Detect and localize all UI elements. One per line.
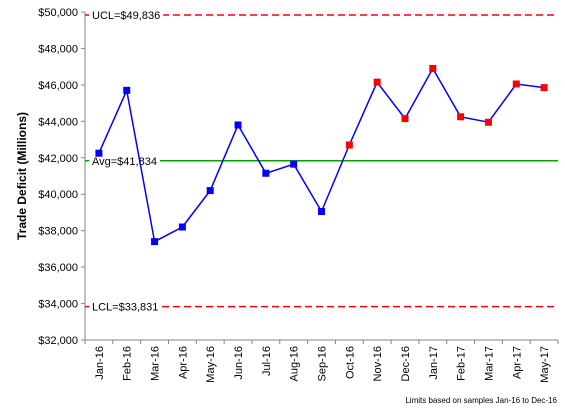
x-tick-label: Jul-16 bbox=[261, 346, 273, 376]
lcl-label-bg bbox=[89, 299, 162, 314]
y-axis-ticks: $32,000 $34,000 $36,000 $38,000 $40,000 $42,0… bbox=[38, 7, 85, 347]
x-tick-label: Mar-16 bbox=[150, 346, 162, 381]
data-point bbox=[484, 118, 492, 126]
y-tick-label: $34,000 bbox=[38, 299, 78, 311]
x-axis-ticks: Jan-16 Feb-16 Mar-16 Apr-16 May-16 Jun-16 Jul-… bbox=[84, 340, 559, 383]
data-point bbox=[290, 160, 298, 168]
x-tick-label: Dec-16 bbox=[400, 346, 412, 381]
data-point bbox=[457, 113, 465, 121]
x-tick-label: Jun-16 bbox=[233, 346, 245, 380]
ucl-label: UCL=$49,836 bbox=[92, 10, 160, 22]
y-tick-label: $40,000 bbox=[38, 189, 78, 201]
x-tick-label: Apr-17 bbox=[511, 346, 523, 379]
data-point bbox=[123, 86, 131, 94]
data-point bbox=[151, 238, 159, 246]
data-point bbox=[540, 84, 548, 92]
y-tick-label: $44,000 bbox=[38, 116, 78, 128]
y-tick-label: $48,000 bbox=[38, 43, 78, 55]
x-tick-label: Apr-16 bbox=[177, 346, 189, 379]
footnote: Limits based on samples Jan-16 to Dec-16 bbox=[405, 396, 557, 405]
data-point bbox=[401, 115, 409, 123]
x-tick-label: Jan-16 bbox=[94, 346, 106, 380]
data-point bbox=[234, 121, 242, 129]
plot-area: $32,000 $34,000 $36,000 $38,000 $40,000 $42,0… bbox=[38, 7, 559, 383]
x-tick-label: Feb-17 bbox=[456, 346, 468, 381]
x-tick-label: Nov-16 bbox=[372, 346, 384, 381]
x-tick-label: Mar-17 bbox=[483, 346, 495, 381]
y-tick-label: $46,000 bbox=[38, 80, 78, 92]
y-tick-label: $50,000 bbox=[38, 7, 78, 19]
y-tick-label: $36,000 bbox=[38, 262, 78, 274]
x-tick-label: Jan-17 bbox=[428, 346, 440, 380]
data-point bbox=[178, 223, 186, 231]
avg-label-bg bbox=[89, 153, 160, 168]
data-point bbox=[95, 149, 103, 157]
y-axis-title: Trade Deficit (Millions) bbox=[15, 112, 29, 240]
y-tick-label: $32,000 bbox=[38, 335, 78, 347]
data-point bbox=[373, 78, 381, 86]
data-point bbox=[318, 208, 325, 216]
lcl-label: LCL=$33,831 bbox=[92, 302, 158, 314]
x-tick-label: Oct-16 bbox=[344, 346, 356, 379]
y-tick-label: $38,000 bbox=[38, 226, 78, 238]
x-tick-label: Sep-16 bbox=[317, 346, 329, 381]
x-tick-label: Aug-16 bbox=[289, 346, 301, 381]
y-tick-label: $42,000 bbox=[38, 153, 78, 165]
x-tick-label: May-16 bbox=[205, 346, 217, 383]
data-point bbox=[512, 80, 520, 88]
x-tick-label: May-17 bbox=[539, 346, 551, 383]
x-tick-label: Feb-16 bbox=[122, 346, 134, 381]
data-points bbox=[95, 64, 548, 246]
data-point bbox=[429, 64, 437, 72]
control-limits: UCL=$49,836 Avg=$41,834 LCL=$33,831 bbox=[85, 7, 558, 314]
data-point bbox=[206, 187, 214, 195]
ucl-label-bg bbox=[89, 7, 164, 22]
data-point bbox=[345, 141, 353, 149]
data-point bbox=[262, 169, 270, 177]
series-line bbox=[98, 66, 545, 243]
avg-label: Avg=$41,834 bbox=[92, 156, 157, 168]
